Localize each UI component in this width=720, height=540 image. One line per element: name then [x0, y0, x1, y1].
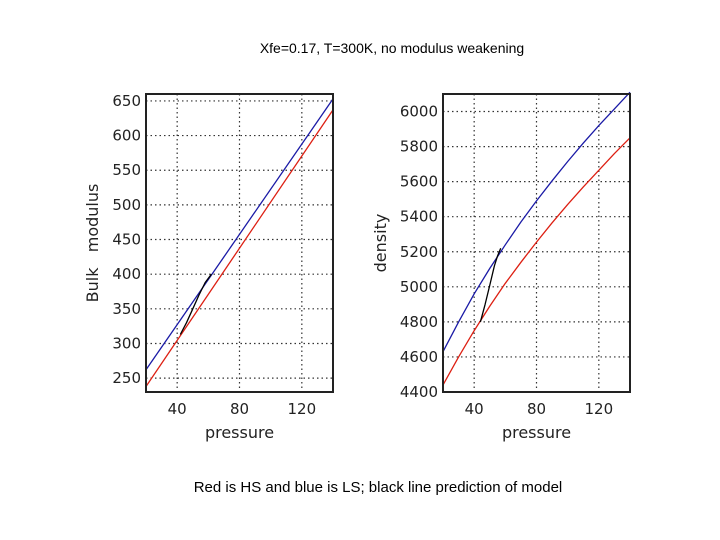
series-line-hs — [145, 109, 334, 387]
series-line-hs — [442, 137, 631, 386]
x-tick-label: 120 — [585, 400, 614, 418]
y-tick-label: 5600 — [400, 173, 438, 191]
x-axis-label: pressure — [502, 423, 571, 442]
x-tick-label: 40 — [465, 400, 484, 418]
y-tick-label: 4600 — [400, 348, 438, 366]
series-line-model — [179, 273, 212, 335]
plot-frame — [145, 93, 334, 393]
y-tick-label: 600 — [112, 127, 141, 145]
series-line-ls — [442, 91, 631, 353]
chart-1: 40 80 120 250 300 350 400 450 500 550 600 650 pressu… — [83, 92, 334, 442]
y-tick-label: 450 — [112, 231, 141, 249]
y-tick-label: 350 — [112, 300, 141, 318]
x-tick-label: 120 — [288, 400, 317, 418]
y-axis-label: Bulk modulus — [83, 184, 102, 303]
x-tick-label: 40 — [168, 400, 187, 418]
y-tick-label: 650 — [112, 92, 141, 110]
y-tick-label: 250 — [112, 369, 141, 387]
series-line-model — [479, 248, 502, 323]
x-axis-label: pressure — [205, 423, 274, 442]
y-tick-label: 6000 — [400, 103, 438, 121]
y-tick-label: 400 — [112, 265, 141, 283]
y-tick-label: 5800 — [400, 138, 438, 156]
y-tick-label: 300 — [112, 334, 141, 352]
chart-2: 40 80 120 4400 4600 4800 5000 5200 5400 5600 5800 6… — [371, 91, 631, 442]
y-tick-label: 4800 — [400, 313, 438, 331]
y-tick-label: 5000 — [400, 278, 438, 296]
series-line-ls — [145, 98, 334, 371]
y-tick-label: 500 — [112, 196, 141, 214]
y-tick-label: 550 — [112, 161, 141, 179]
y-tick-label: 5200 — [400, 243, 438, 261]
figure-title: Xfe=0.17, T=300K, no modulus weakening — [259, 40, 525, 56]
y-tick-label: 4400 — [400, 383, 438, 401]
y-tick-label: 5400 — [400, 208, 438, 226]
figure-caption: Red is HS and blue is LS; black line pre… — [193, 479, 563, 496]
x-tick-label: 80 — [230, 400, 249, 418]
plot-frame — [442, 93, 631, 393]
x-tick-label: 80 — [527, 400, 546, 418]
y-axis-label: density — [371, 214, 390, 273]
